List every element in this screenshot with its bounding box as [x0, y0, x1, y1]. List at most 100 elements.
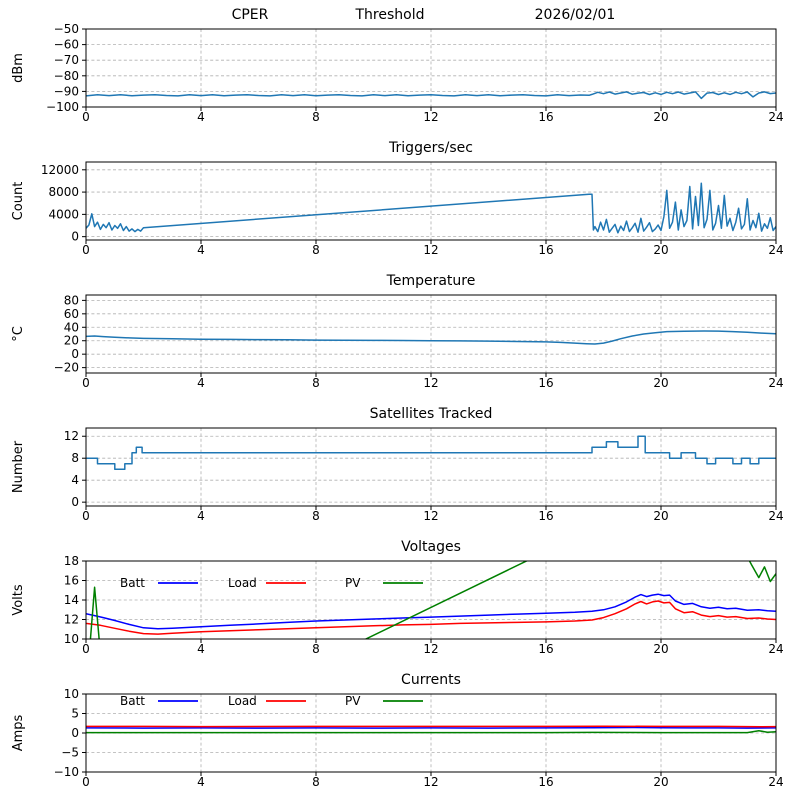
x-tick-label: 8 [312, 243, 320, 257]
x-tick-label: 0 [82, 110, 90, 124]
y-tick-label: 10 [64, 687, 79, 701]
y-tick-label: 0 [71, 347, 79, 361]
y-axis-label: Amps [11, 714, 26, 751]
legend-label-load: Load [228, 576, 257, 590]
y-tick-label: 12000 [41, 163, 79, 177]
legend-label-load: Load [228, 694, 257, 708]
x-tick-label: 24 [768, 775, 783, 789]
y-tick-label: 14 [64, 593, 79, 607]
x-tick-label: 8 [312, 376, 320, 390]
x-tick-label: 20 [653, 775, 668, 789]
x-tick-label: 16 [538, 775, 553, 789]
x-tick-label: 16 [538, 376, 553, 390]
series-line-pv [89, 561, 776, 639]
y-axis-label: °C [11, 326, 26, 342]
x-tick-label: 0 [82, 509, 90, 523]
series-line-triggers [86, 182, 776, 234]
plot-border [85, 427, 777, 507]
x-tick-label: 8 [312, 642, 320, 656]
x-tick-label: 24 [768, 243, 783, 257]
series-line-load [86, 600, 776, 635]
plot-border [85, 294, 777, 374]
series-line-satellites [86, 435, 776, 470]
y-tick-label: 8000 [48, 185, 79, 199]
series-line-cper [86, 91, 776, 100]
x-tick-label: 16 [538, 110, 553, 124]
x-tick-label: 4 [197, 642, 205, 656]
y-tick-label: 12 [64, 613, 79, 627]
chart-title-part: 2026/02/01 [535, 7, 616, 23]
y-tick-label: −5 [61, 746, 79, 760]
x-tick-label: 12 [423, 243, 438, 257]
x-tick-label: 16 [538, 509, 553, 523]
y-tick-label: 20 [64, 334, 79, 348]
x-tick-label: 20 [653, 243, 668, 257]
y-tick-label: 80 [64, 293, 79, 307]
y-tick-label: −20 [54, 361, 79, 375]
y-tick-label: 4 [71, 473, 79, 487]
chart-title: Satellites Tracked [370, 406, 493, 422]
y-tick-label: −80 [54, 69, 79, 83]
y-tick-label: 18 [64, 554, 79, 568]
y-axis-label: Count [11, 182, 26, 221]
x-tick-label: 16 [538, 243, 553, 257]
chart-satellites-tracked: 0 4 8 12 16 20 24 0 4 8 12 Satellites Tracked Number [11, 406, 784, 523]
x-tick-label: 4 [197, 243, 205, 257]
chart-title: Triggers/sec [388, 140, 473, 156]
y-tick-label: −90 [54, 84, 79, 98]
y-tick-label: 0 [71, 230, 79, 244]
x-tick-label: 0 [82, 775, 90, 789]
y-axis-label: Volts [11, 584, 26, 616]
chart-triggers-per-sec: 0 4 8 12 16 20 24 0 4000 8000 12000 Triggers/sec Cou… [11, 140, 784, 257]
x-tick-label: 4 [197, 775, 205, 789]
y-tick-label: 12 [64, 429, 79, 443]
x-tick-label: 0 [82, 243, 90, 257]
chart-currents: 0 4 8 12 16 20 24 −10 −5 0 5 10 Currents Amps Batt Load… [11, 672, 784, 789]
x-tick-label: 8 [312, 110, 320, 124]
x-tick-label: 0 [82, 642, 90, 656]
chart-title: Currents [401, 672, 461, 688]
x-tick-label: 24 [768, 642, 783, 656]
chart-title-part: CPER [232, 7, 269, 23]
y-tick-label: 4000 [48, 207, 79, 221]
y-tick-label: −70 [54, 53, 79, 67]
y-tick-label: −50 [54, 22, 79, 36]
y-tick-label: 40 [64, 320, 79, 334]
legend-label-batt: Batt [120, 576, 145, 590]
plot-border [85, 28, 777, 108]
x-tick-label: 16 [538, 642, 553, 656]
series-line-pv [86, 729, 776, 734]
plot-border [85, 560, 777, 640]
y-tick-label: 10 [64, 632, 79, 646]
y-tick-label: −60 [54, 38, 79, 52]
x-tick-label: 12 [423, 642, 438, 656]
series-line-load [86, 725, 776, 728]
legend-label-pv: PV [345, 576, 361, 590]
y-tick-label: −100 [46, 100, 79, 114]
y-tick-label: 8 [71, 451, 79, 465]
x-tick-label: 8 [312, 509, 320, 523]
x-tick-label: 0 [82, 376, 90, 390]
y-axis-label: Number [11, 440, 26, 493]
y-tick-label: 0 [71, 726, 79, 740]
y-tick-label: 0 [71, 495, 79, 509]
x-tick-label: 4 [197, 376, 205, 390]
y-tick-label: −10 [54, 765, 79, 779]
x-tick-label: 20 [653, 509, 668, 523]
x-tick-label: 24 [768, 509, 783, 523]
plot-border [85, 693, 777, 773]
x-tick-label: 8 [312, 775, 320, 789]
x-tick-label: 20 [653, 376, 668, 390]
series-line-temperature [86, 330, 776, 345]
chart-title: Voltages [401, 539, 461, 555]
legend-label-batt: Batt [120, 694, 145, 708]
series-line-batt [86, 726, 776, 729]
chart-title-part: Threshold [355, 7, 425, 23]
chart-voltages: 0 4 8 12 16 20 24 10 12 14 16 18 Voltages Volts Batt Lo… [11, 539, 784, 656]
y-tick-label: 16 [64, 574, 79, 588]
x-tick-label: 24 [768, 376, 783, 390]
y-tick-label: 5 [71, 707, 79, 721]
chart-cper: 0 4 8 12 16 20 24 −100 −90−80 −70−60 −50 CPER Thresh… [11, 7, 784, 124]
